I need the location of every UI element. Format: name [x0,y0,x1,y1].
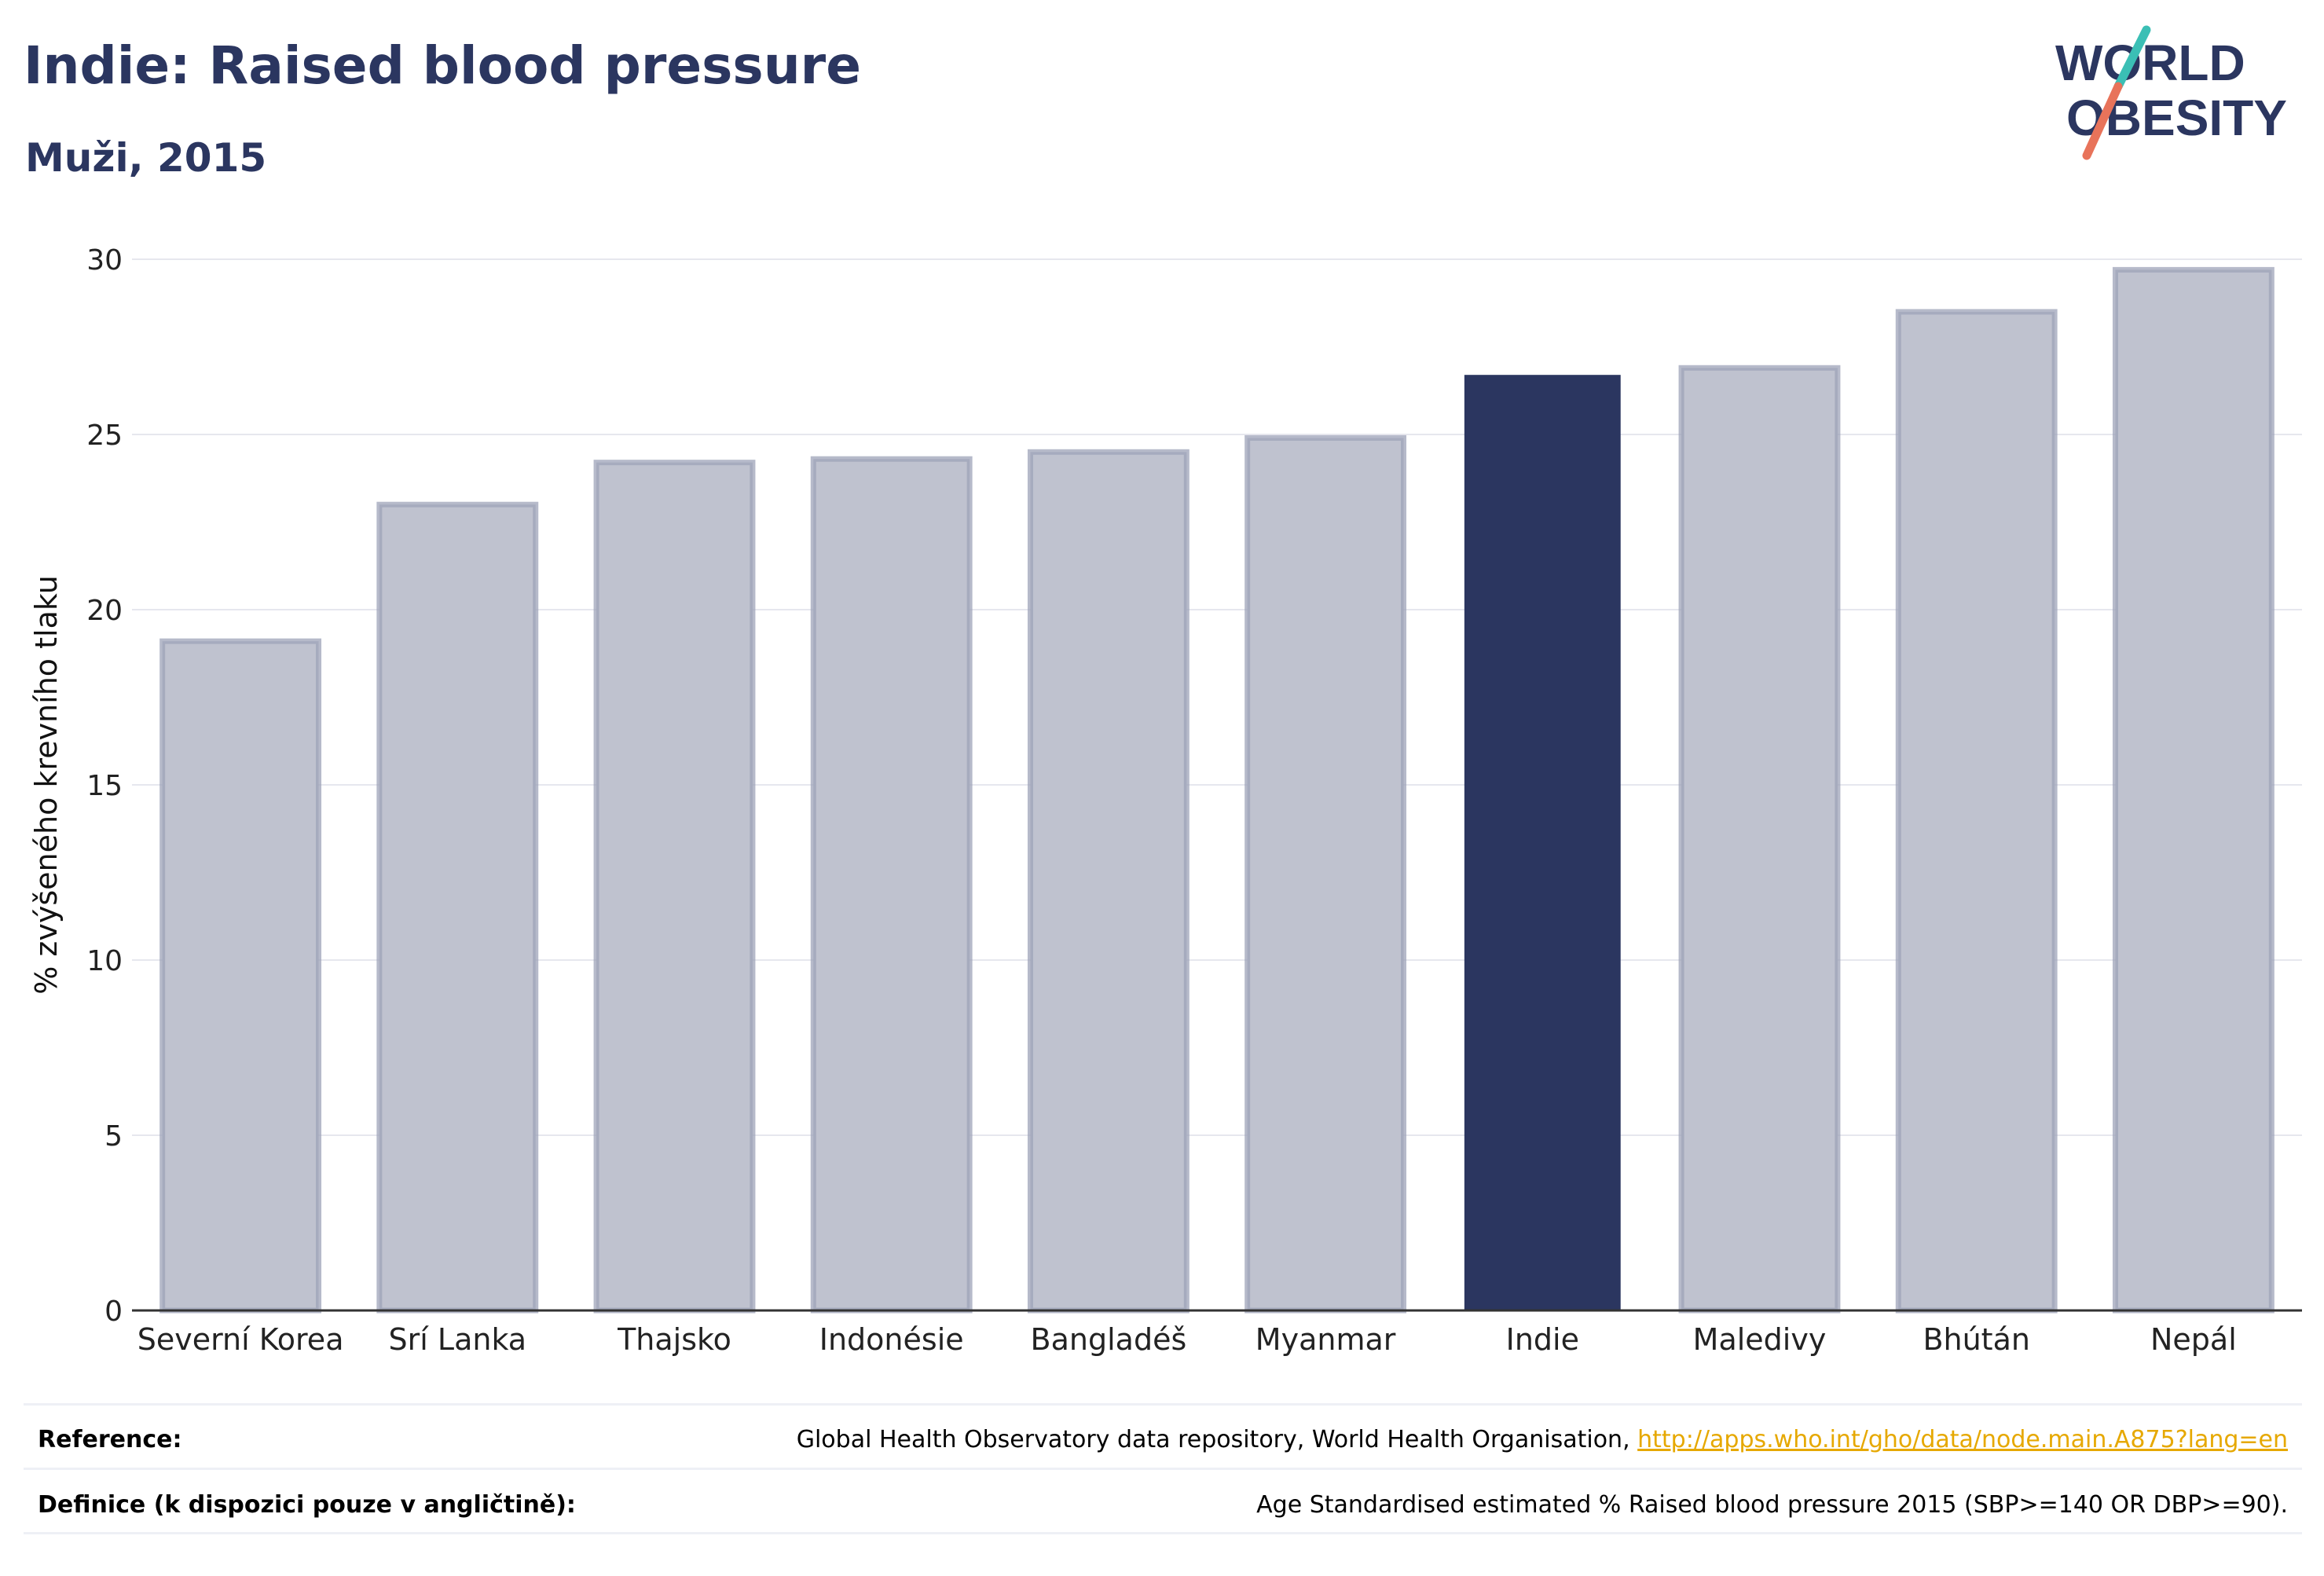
y-tick-label-15: 15 [86,770,123,802]
logo-line1: WORLD [2055,35,2245,91]
bar-9 [2112,266,2275,1314]
x-tick-label-2: Thajsko [617,1322,731,1357]
logo-slash-teal [2113,25,2151,91]
x-tick-label-4: Bangladéš [1031,1322,1187,1357]
bar-0 [159,638,322,1314]
x-tick-label-8: Bhútán [1923,1322,2030,1357]
x-tick-label-3: Indonésie [819,1322,964,1357]
y-tick-label-30: 30 [86,244,123,277]
x-tick-label-1: Srí Lanka [389,1322,527,1357]
reference-label: Reference: [38,1426,182,1453]
world-obesity-logo: WORLD OBESITY [2055,25,2287,160]
x-tick-label-5: Myanmar [1255,1322,1396,1357]
footer-divider-bottom [24,1532,2302,1534]
bar-8 [1895,309,2058,1314]
y-tick-label-20: 20 [86,595,123,627]
y-tick-label-10: 10 [86,945,123,977]
reference-text: Global Health Observatory data repositor… [797,1426,2288,1453]
bar-5 [1244,434,1407,1314]
definition-label: Definice (k dispozici pouze v angličtině… [38,1491,576,1519]
footer-divider-middle [24,1468,2302,1470]
bar-3 [810,456,973,1314]
bar-1 [376,501,539,1314]
bar-7 [1678,365,1841,1314]
definition-text: Age Standardised estimated % Raised bloo… [1256,1491,2288,1519]
footer-divider-top [24,1403,2302,1406]
y-tick-label-25: 25 [86,420,123,452]
x-tick-label-0: Severní Korea [137,1322,344,1357]
reference-link[interactable]: http://apps.who.int/gho/data/node.main.A… [1637,1426,2288,1453]
chart-title: Indie: Raised blood pressure [24,35,861,96]
y-tick-label-5: 5 [104,1120,123,1153]
bar-2 [593,460,756,1314]
x-tick-label-9: Nepál [2150,1322,2237,1357]
x-tick-label-7: Maledivy [1693,1322,1827,1357]
bar-4 [1027,449,1189,1314]
logo-slash-coral [2082,82,2123,160]
y-axis-label: % zvýšeného krevního tlaku [29,575,64,995]
x-tick-label-6: Indie [1506,1322,1579,1357]
reference-source: Global Health Observatory data repositor… [796,1426,1638,1453]
bar-6 [1464,375,1621,1311]
chart-subtitle: Muži, 2015 [25,135,267,181]
y-tick-label-0: 0 [104,1296,123,1328]
bar-chart: 0 5 10 15 20 25 30 % zvýšeného krevního tlaku Se… [29,244,2302,1357]
